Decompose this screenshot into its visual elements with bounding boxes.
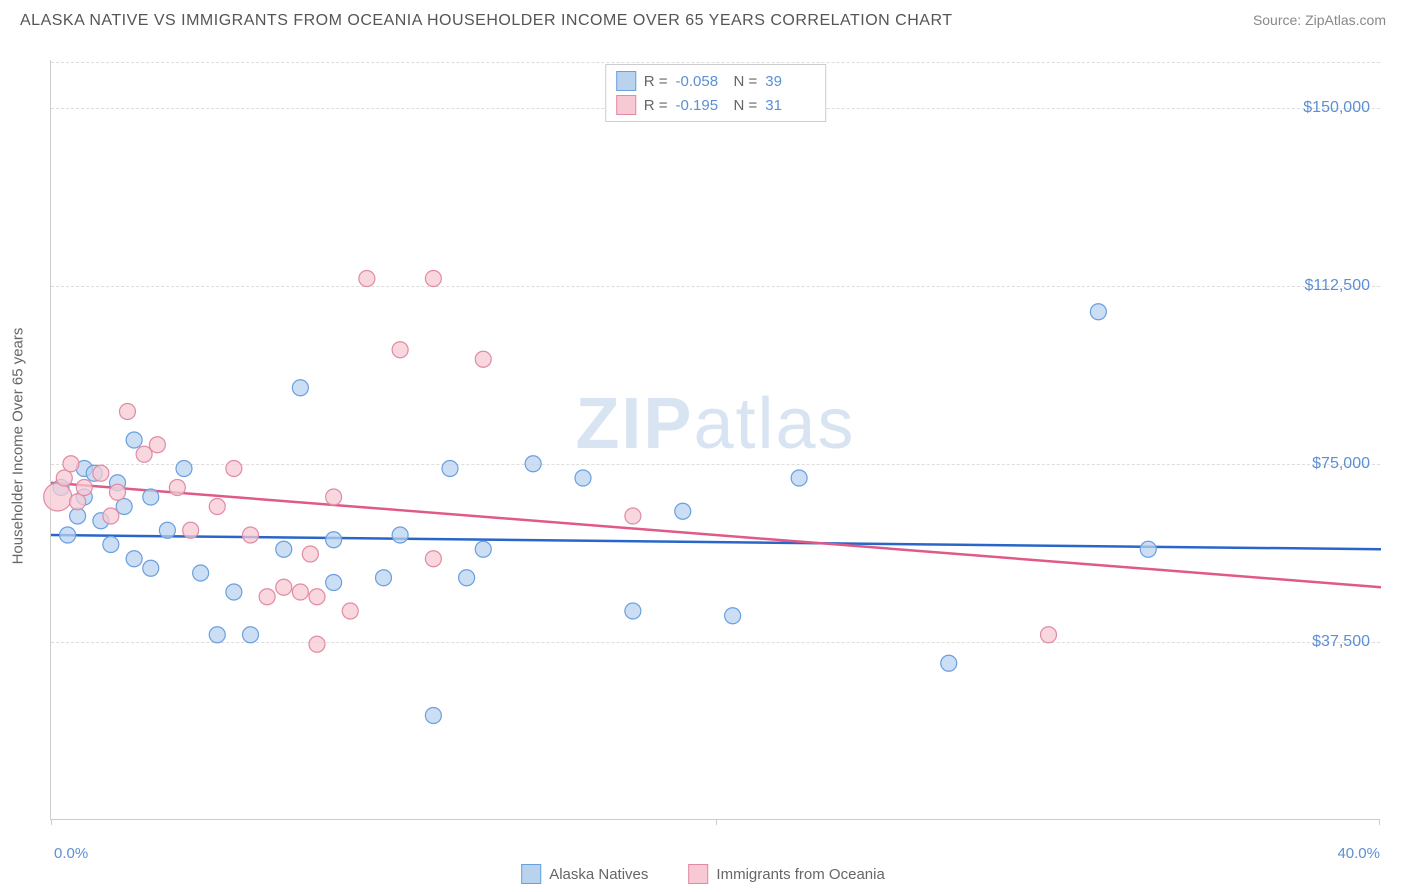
data-point: [575, 470, 591, 486]
data-point: [941, 655, 957, 671]
data-point: [675, 503, 691, 519]
data-point: [126, 432, 142, 448]
data-point: [76, 480, 92, 496]
data-point: [209, 627, 225, 643]
x-tick-mid: [716, 819, 717, 825]
data-point: [143, 560, 159, 576]
data-point: [70, 494, 86, 510]
data-point: [292, 380, 308, 396]
data-point: [326, 489, 342, 505]
data-point: [425, 551, 441, 567]
data-point: [475, 541, 491, 557]
data-point: [276, 579, 292, 595]
data-point: [159, 522, 175, 538]
stat-r-label-0: R =: [644, 73, 668, 90]
data-point: [425, 708, 441, 724]
chart-plot-area: ZIPatlas R = -0.058 N = 39 R = -0.195 N …: [50, 60, 1380, 820]
x-tick-max: [1379, 819, 1380, 825]
data-point: [1140, 541, 1156, 557]
data-point: [302, 546, 318, 562]
data-point: [119, 404, 135, 420]
data-point: [359, 271, 375, 287]
stat-r-label-1: R =: [644, 97, 668, 114]
data-point: [292, 584, 308, 600]
data-point: [392, 527, 408, 543]
data-point: [625, 603, 641, 619]
legend-swatch-0: [521, 864, 541, 884]
data-point: [56, 470, 72, 486]
x-tick-min: [51, 819, 52, 825]
data-point: [193, 565, 209, 581]
data-point: [183, 522, 199, 538]
data-point: [309, 636, 325, 652]
stat-n-label-1: N =: [734, 97, 758, 114]
data-point: [103, 508, 119, 524]
data-point: [725, 608, 741, 624]
data-point: [126, 551, 142, 567]
data-point: [376, 570, 392, 586]
legend-item-1: Immigrants from Oceania: [688, 864, 884, 884]
data-point: [243, 527, 259, 543]
stat-n-value-1: 31: [765, 97, 815, 114]
y-tick-label: $112,500: [1304, 277, 1370, 295]
data-point: [525, 456, 541, 472]
data-point: [93, 465, 109, 481]
data-point: [70, 508, 86, 524]
stat-n-label-0: N =: [734, 73, 758, 90]
data-point: [44, 483, 72, 511]
data-point: [1090, 304, 1106, 320]
bottom-legend: Alaska Natives Immigrants from Oceania: [521, 864, 885, 884]
y-axis-label: Householder Income Over 65 years: [10, 328, 27, 565]
data-point: [276, 541, 292, 557]
data-point: [326, 575, 342, 591]
stat-r-value-1: -0.195: [676, 97, 726, 114]
data-point: [60, 527, 76, 543]
chart-title: ALASKA NATIVE VS IMMIGRANTS FROM OCEANIA…: [20, 12, 953, 30]
data-point: [259, 589, 275, 605]
stat-n-value-0: 39: [765, 73, 815, 90]
data-point: [143, 489, 159, 505]
x-tick-label-max: 40.0%: [1337, 845, 1380, 862]
data-point: [342, 603, 358, 619]
chart-header: ALASKA NATIVE VS IMMIGRANTS FROM OCEANIA…: [0, 0, 1406, 38]
x-tick-label-min: 0.0%: [54, 845, 88, 862]
data-point: [625, 508, 641, 524]
data-point: [226, 461, 242, 477]
stat-r-value-0: -0.058: [676, 73, 726, 90]
data-point: [116, 499, 132, 515]
data-point: [149, 437, 165, 453]
legend-swatch-1: [688, 864, 708, 884]
legend-label-1: Immigrants from Oceania: [716, 866, 884, 883]
data-point: [103, 537, 119, 553]
data-point: [791, 470, 807, 486]
legend-item-0: Alaska Natives: [521, 864, 648, 884]
data-point: [226, 584, 242, 600]
data-point: [176, 461, 192, 477]
data-point: [110, 484, 126, 500]
data-point: [425, 271, 441, 287]
y-tick-label: $75,000: [1312, 455, 1370, 473]
data-point: [326, 532, 342, 548]
y-tick-label: $37,500: [1312, 633, 1370, 651]
data-point: [136, 446, 152, 462]
data-point: [309, 589, 325, 605]
stats-row-0: R = -0.058 N = 39: [616, 69, 816, 93]
chart-source: Source: ZipAtlas.com: [1253, 12, 1386, 28]
plot-svg: [51, 60, 1380, 819]
data-point: [63, 456, 79, 472]
data-point: [475, 351, 491, 367]
data-point: [442, 461, 458, 477]
y-tick-label: $150,000: [1303, 99, 1370, 117]
data-point: [1041, 627, 1057, 643]
swatch-series-0: [616, 71, 636, 91]
legend-label-0: Alaska Natives: [549, 866, 648, 883]
stats-legend: R = -0.058 N = 39 R = -0.195 N = 31: [605, 64, 827, 122]
data-point: [209, 499, 225, 515]
data-point: [243, 627, 259, 643]
data-point: [459, 570, 475, 586]
swatch-series-1: [616, 95, 636, 115]
data-point: [392, 342, 408, 358]
stats-row-1: R = -0.195 N = 31: [616, 93, 816, 117]
data-point: [169, 480, 185, 496]
